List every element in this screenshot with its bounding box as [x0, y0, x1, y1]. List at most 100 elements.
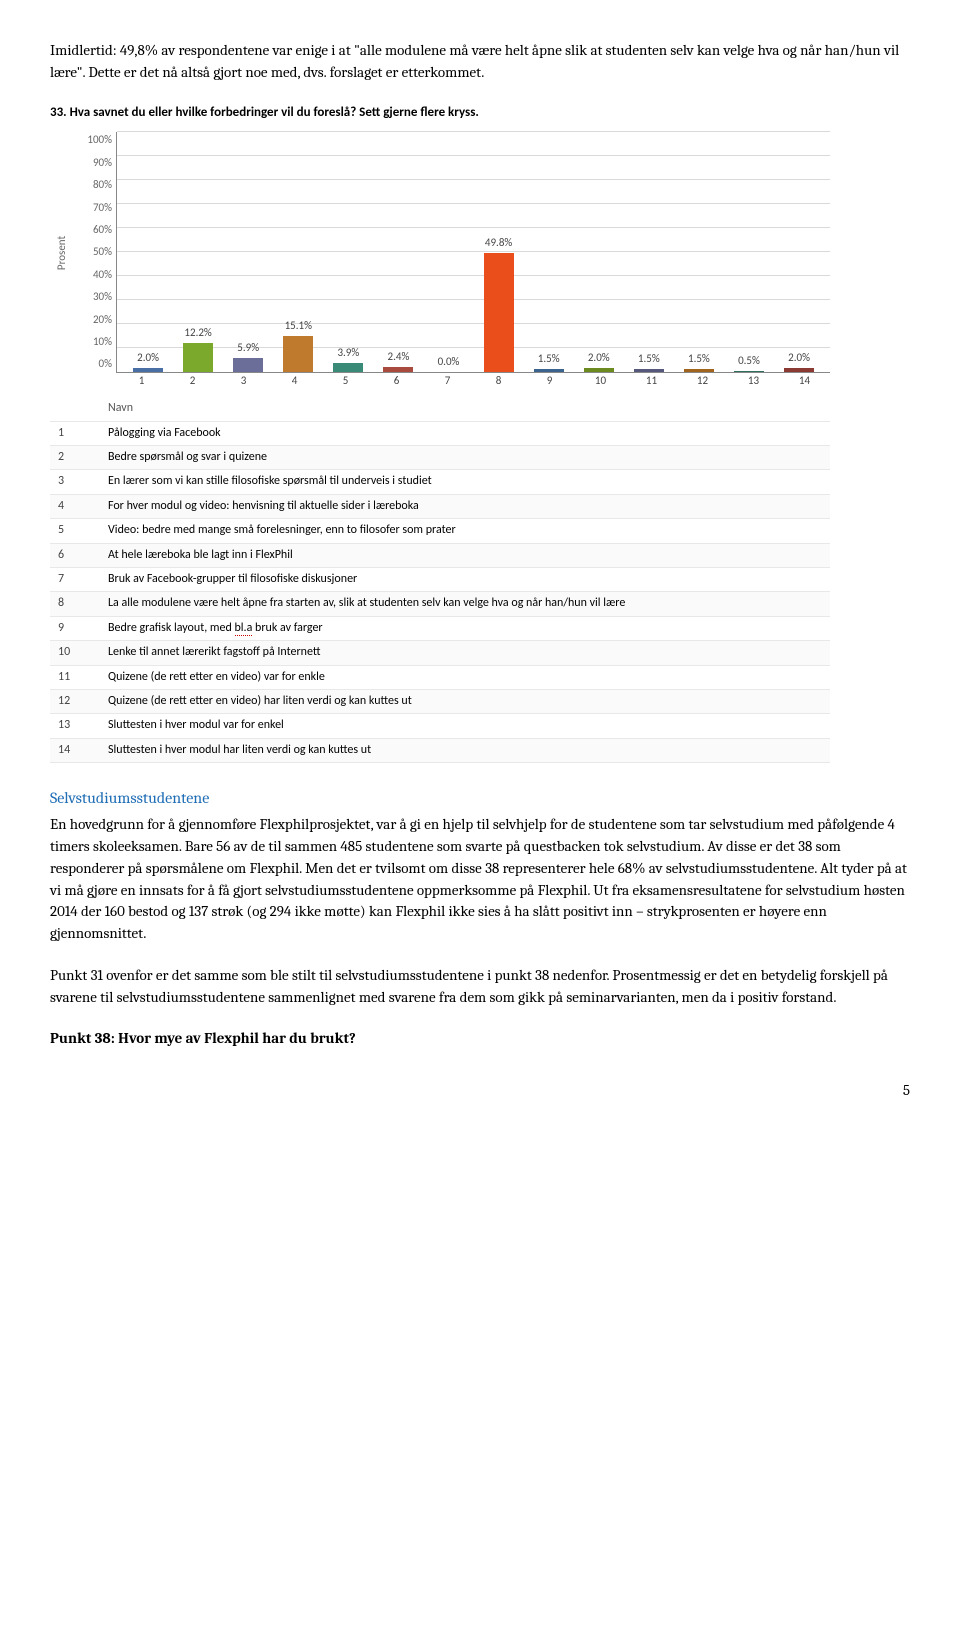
chart-x-tick: 1 — [116, 373, 167, 389]
body-paragraph-1: En hovedgrunn for å gjennomføre Flexphil… — [50, 814, 910, 945]
legend-row-number: 7 — [50, 568, 100, 592]
chart-x-tick: 6 — [371, 373, 422, 389]
legend-row-text: Video: bedre med mange små forelesninger… — [100, 519, 830, 543]
chart-bar: 2.0% — [574, 132, 624, 372]
legend-row: 2Bedre spørsmål og svar i quizene — [50, 446, 830, 470]
legend-row: 4For hver modul og video: henvisning til… — [50, 494, 830, 518]
page-number: 5 — [50, 1080, 910, 1102]
chart-bar-rect — [133, 368, 163, 373]
chart-x-tick: 10 — [575, 373, 626, 389]
chart-bar-rect — [534, 369, 564, 373]
chart-bar: 12.2% — [173, 132, 223, 372]
legend-row-text: Sluttesten i hver modul var for enkel — [100, 714, 830, 738]
chart-bar-rect — [634, 369, 664, 373]
chart-y-tick: 30% — [74, 289, 112, 305]
chart-y-tick: 0% — [74, 356, 112, 372]
chart-y-tick: 80% — [74, 177, 112, 193]
chart-bar-value-label: 3.9% — [337, 345, 359, 361]
legend-row: 12Quizene (de rett etter en video) har l… — [50, 689, 830, 713]
chart-x-tick: 3 — [218, 373, 269, 389]
legend-row-number: 8 — [50, 592, 100, 616]
legend-row-number: 12 — [50, 689, 100, 713]
chart-bar-value-label: 12.2% — [184, 325, 211, 341]
legend-row: 10Lenke til annet lærerikt fagstoff på I… — [50, 641, 830, 665]
legend-row-text: At hele læreboka ble lagt inn i FlexPhil — [100, 543, 830, 567]
chart-x-tick: 11 — [626, 373, 677, 389]
chart-x-tick: 2 — [167, 373, 218, 389]
legend-row: 14Sluttesten i hver modul har liten verd… — [50, 738, 830, 762]
legend-row-text: Bruk av Facebook-grupper til filosofiske… — [100, 568, 830, 592]
chart-bar-rect — [684, 369, 714, 373]
legend-row-text: For hver modul og video: henvisning til … — [100, 494, 830, 518]
closing-question: Punkt 38: Hvor mye av Flexphil har du br… — [50, 1028, 910, 1050]
chart-title-text: Hva savnet du eller hvilke forbedringer … — [70, 105, 479, 120]
chart-y-tick: 90% — [74, 155, 112, 171]
intro-paragraph: Imidlertid: 49,8% av respondentene var e… — [50, 40, 910, 84]
legend-row: 13Sluttesten i hver modul var for enkel — [50, 714, 830, 738]
chart-bar-value-label: 49.8% — [485, 235, 512, 251]
chart-bar-rect — [283, 336, 313, 372]
legend-row: 11Quizene (de rett etter en video) var f… — [50, 665, 830, 689]
chart-y-tick: 50% — [74, 244, 112, 260]
legend-row-number: 10 — [50, 641, 100, 665]
chart-bar-rect — [584, 368, 614, 373]
legend-row-number: 13 — [50, 714, 100, 738]
legend-row: 7Bruk av Facebook-grupper til filosofisk… — [50, 568, 830, 592]
chart-bar: 0.0% — [423, 132, 473, 372]
legend-row-text: En lærer som vi kan stille filosofiske s… — [100, 470, 830, 494]
legend-row-number: 5 — [50, 519, 100, 543]
legend-row-number: 4 — [50, 494, 100, 518]
chart-x-tick: 12 — [677, 373, 728, 389]
chart-bar-value-label: 1.5% — [538, 351, 560, 367]
chart-bar-rect — [484, 253, 514, 373]
legend-row-number: 1 — [50, 421, 100, 445]
chart-bar: 1.5% — [624, 132, 674, 372]
chart-x-tick: 8 — [473, 373, 524, 389]
legend-row-text: Bedre grafisk layout, med bl.a bruk av f… — [100, 616, 830, 640]
chart-x-tick: 14 — [779, 373, 830, 389]
chart-y-tick: 100% — [74, 132, 112, 148]
chart-bar: 2.0% — [123, 132, 173, 372]
chart-bar: 1.5% — [674, 132, 724, 372]
legend-row-text: Lenke til annet lærerikt fagstoff på Int… — [100, 641, 830, 665]
chart-bar-value-label: 0.0% — [438, 354, 460, 370]
chart-y-ticks: 100%90%80%70%60%50%40%30%20%10%0% — [74, 132, 116, 372]
chart-title-prefix: 33. — [50, 105, 70, 120]
chart-bar-value-label: 2.4% — [388, 349, 410, 365]
chart-bar-value-label: 15.1% — [285, 318, 312, 334]
chart-x-tick: 9 — [524, 373, 575, 389]
legend-row-number: 14 — [50, 738, 100, 762]
chart-title: 33. Hva savnet du eller hvilke forbedrin… — [50, 104, 910, 123]
legend-row-number: 11 — [50, 665, 100, 689]
chart-bar-value-label: 5.9% — [237, 340, 259, 356]
chart-y-tick: 20% — [74, 312, 112, 328]
legend-row-number: 6 — [50, 543, 100, 567]
chart-y-tick: 70% — [74, 200, 112, 216]
legend-row: 8La alle modulene være helt åpne fra sta… — [50, 592, 830, 616]
chart-bar: 5.9% — [223, 132, 273, 372]
chart-bar-rect — [233, 358, 263, 372]
chart-bar-rect — [183, 343, 213, 372]
legend-row-text: Sluttesten i hver modul har liten verdi … — [100, 738, 830, 762]
body-paragraph-2: Punkt 31 ovenfor er det samme som ble st… — [50, 965, 910, 1009]
chart-y-tick: 40% — [74, 267, 112, 283]
chart-legend-table: Navn 1Pålogging via Facebook2Bedre spørs… — [50, 397, 830, 763]
legend-row-text: Bedre spørsmål og svar i quizene — [100, 446, 830, 470]
chart-x-ticks: 1234567891011121314 — [50, 373, 830, 389]
legend-row: 1Pålogging via Facebook — [50, 421, 830, 445]
chart-bar: 3.9% — [323, 132, 373, 372]
chart-bar-rect — [333, 363, 363, 372]
legend-header-name: Navn — [100, 397, 830, 421]
bar-chart: Prosent 100%90%80%70%60%50%40%30%20%10%0… — [50, 132, 830, 389]
legend-row-number: 2 — [50, 446, 100, 470]
chart-bar: 15.1% — [273, 132, 323, 372]
chart-y-tick: 60% — [74, 222, 112, 238]
chart-bar: 0.5% — [724, 132, 774, 372]
chart-bar-rect — [734, 371, 764, 372]
chart-bar-value-label: 1.5% — [638, 351, 660, 367]
chart-bar-value-label: 2.0% — [137, 350, 159, 366]
chart-bar: 2.4% — [373, 132, 423, 372]
chart-plot-area: 2.0% 12.2% 5.9% 15.1% 3.9% 2.4% 0.0% 49.8% 1.5% 2… — [116, 132, 830, 373]
legend-row-text: La alle modulene være helt åpne fra star… — [100, 592, 830, 616]
legend-row: 5Video: bedre med mange små forelesninge… — [50, 519, 830, 543]
